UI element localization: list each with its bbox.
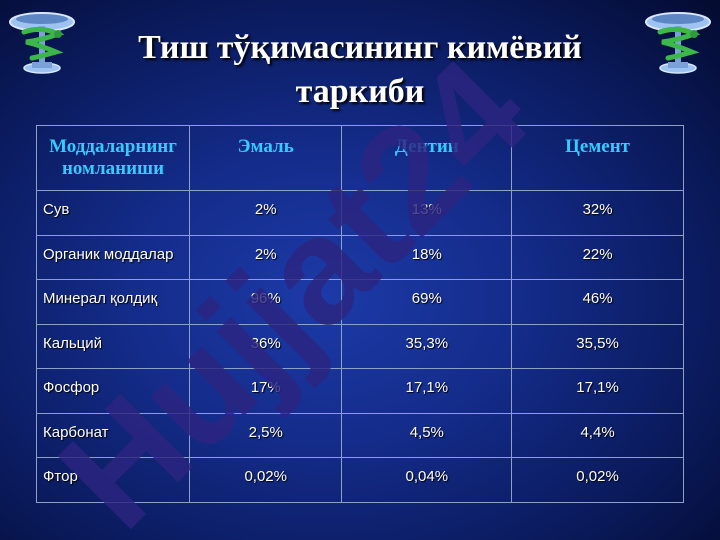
medical-emblem-icon [645, 12, 711, 74]
cell-dentin: 69% [341, 279, 513, 325]
column-header-enamel: Эмаль [188, 125, 343, 191]
cell-cement: 17,1% [511, 368, 684, 414]
medical-emblem-icon [9, 12, 75, 74]
slide-title-line-1: Тиш тўқимасининг кимёвий [138, 29, 582, 66]
table-row: Кальций 36% 35,3% 35,5% [36, 323, 684, 370]
cell-enamel: 2,5% [188, 412, 343, 459]
cell-cement: 35,5% [511, 323, 684, 370]
composition-table: Моддаларнинг номланиши Эмаль Дентин Цеме… [36, 125, 684, 503]
cell-cement: 32% [511, 190, 684, 236]
column-header-substance: Моддаларнинг номланиши [36, 125, 190, 191]
cell-enamel: 17% [188, 368, 343, 414]
row-label: Минерал қолдиқ [36, 279, 190, 325]
row-label: Сув [36, 190, 190, 236]
cell-cement: 4,4% [511, 412, 684, 459]
table-header-row: Моддаларнинг номланиши Эмаль Дентин Цеме… [36, 125, 684, 191]
row-label: Карбонат [36, 412, 190, 459]
table-row: Минерал қолдиқ 96% 69% 46% [36, 279, 684, 325]
cell-enamel: 2% [188, 190, 343, 236]
row-label: Фтор [36, 457, 190, 503]
slide-title-line-2: таркиби [295, 73, 425, 110]
cell-dentin: 13% [341, 190, 513, 236]
cell-dentin: 4,5% [341, 412, 513, 459]
cell-enamel: 96% [188, 279, 343, 325]
cell-cement: 46% [511, 279, 684, 325]
row-label: Кальций [36, 323, 190, 370]
cell-dentin: 35,3% [341, 323, 513, 370]
cell-cement: 0,02% [511, 457, 684, 503]
table-row: Фтор 0,02% 0,04% 0,02% [36, 457, 684, 503]
table-row: Органик моддалар 2% 18% 22% [36, 234, 684, 281]
cell-dentin: 0,04% [341, 457, 513, 503]
cell-dentin: 18% [341, 234, 513, 281]
slide-title: Тиш тўқимасининг кимёвий таркиби [90, 26, 630, 114]
table-row: Сув 2% 13% 32% [36, 190, 684, 236]
row-label: Органик моддалар [36, 234, 190, 281]
table-row: Фосфор 17% 17,1% 17,1% [36, 368, 684, 414]
cell-enamel: 36% [188, 323, 343, 370]
row-label: Фосфор [36, 368, 190, 414]
column-header-cement: Цемент [511, 125, 684, 191]
table-row: Карбонат 2,5% 4,5% 4,4% [36, 412, 684, 459]
cell-enamel: 2% [188, 234, 343, 281]
cell-cement: 22% [511, 234, 684, 281]
cell-enamel: 0,02% [188, 457, 343, 503]
cell-dentin: 17,1% [341, 368, 513, 414]
column-header-dentin: Дентин [341, 125, 513, 191]
